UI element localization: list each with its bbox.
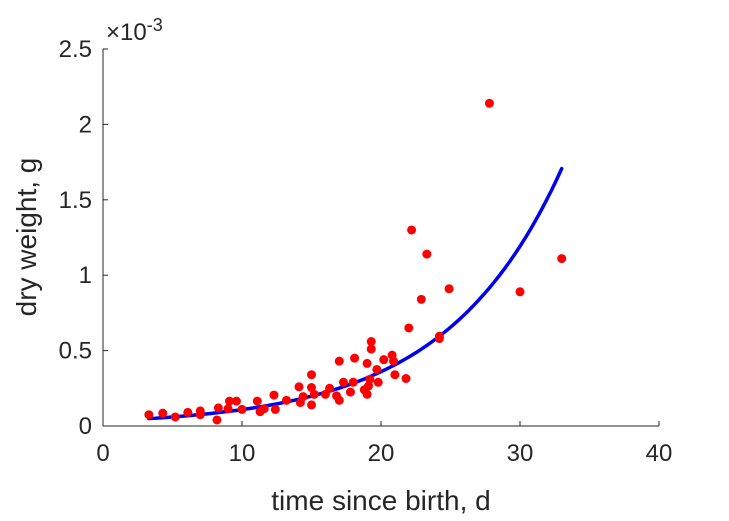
data-point bbox=[407, 225, 417, 235]
data-point bbox=[309, 389, 319, 399]
data-point bbox=[338, 377, 348, 387]
data-point bbox=[444, 284, 454, 294]
y-exponent-label: ×10-3 bbox=[106, 15, 163, 46]
x-tick-label: 30 bbox=[507, 440, 534, 467]
data-point bbox=[259, 404, 269, 414]
data-point bbox=[252, 396, 262, 406]
data-point bbox=[237, 404, 247, 414]
data-point bbox=[362, 358, 372, 368]
data-point bbox=[231, 396, 241, 406]
y-axis-label: dry weight, g bbox=[11, 158, 42, 317]
data-point bbox=[298, 392, 308, 402]
data-point bbox=[401, 374, 411, 383]
data-point bbox=[307, 383, 316, 393]
data-point bbox=[379, 355, 389, 365]
y-tick-label: 2.5 bbox=[59, 36, 92, 63]
data-point bbox=[372, 364, 382, 374]
scatter-points bbox=[144, 98, 567, 425]
y-tick-label: 0 bbox=[79, 413, 92, 440]
data-point bbox=[294, 382, 304, 392]
data-point bbox=[366, 344, 376, 354]
data-point bbox=[195, 410, 205, 420]
data-point bbox=[212, 415, 222, 425]
data-point bbox=[363, 381, 373, 391]
data-point bbox=[422, 249, 432, 259]
data-point bbox=[307, 400, 316, 410]
data-point bbox=[269, 390, 279, 400]
data-point bbox=[183, 407, 193, 417]
y-tick-label: 1.5 bbox=[59, 187, 92, 214]
data-point bbox=[515, 287, 525, 297]
data-point bbox=[557, 254, 567, 264]
data-point bbox=[366, 337, 376, 347]
x-ticks: 0 10 20 30 40 bbox=[96, 421, 672, 467]
data-point bbox=[390, 370, 400, 380]
y-tick-label: 1 bbox=[79, 262, 92, 289]
x-axis-label: time since birth, d bbox=[271, 485, 490, 516]
y-tick-label: 0.5 bbox=[59, 338, 92, 365]
data-point bbox=[373, 377, 383, 387]
y-tick-label: 2 bbox=[79, 111, 92, 138]
data-point bbox=[224, 396, 234, 406]
y-ticks: 0 0.5 1 1.5 2 2.5 bbox=[59, 36, 108, 440]
data-point bbox=[416, 294, 426, 304]
data-point bbox=[144, 410, 154, 420]
y-exponent-power: -3 bbox=[147, 15, 163, 35]
data-point bbox=[270, 404, 280, 414]
x-tick-label: 0 bbox=[96, 440, 109, 467]
data-point bbox=[213, 403, 223, 413]
data-point bbox=[404, 323, 414, 333]
data-point bbox=[307, 370, 316, 380]
data-point bbox=[350, 353, 360, 363]
data-point bbox=[334, 395, 344, 405]
data-point bbox=[281, 395, 291, 405]
data-point bbox=[484, 98, 494, 108]
x-tick-label: 10 bbox=[229, 440, 256, 467]
data-point bbox=[158, 408, 168, 418]
data-point bbox=[345, 387, 355, 397]
x-tick-label: 20 bbox=[368, 440, 395, 467]
x-tick-label: 40 bbox=[646, 440, 673, 467]
data-point bbox=[334, 356, 344, 366]
data-point bbox=[389, 356, 399, 366]
data-point bbox=[348, 377, 358, 387]
y-exponent-base: ×10 bbox=[106, 19, 147, 46]
data-point bbox=[434, 331, 444, 341]
data-point bbox=[223, 404, 233, 414]
data-point bbox=[325, 383, 335, 393]
data-point bbox=[365, 374, 375, 384]
data-point bbox=[170, 412, 180, 422]
data-point bbox=[362, 389, 372, 399]
